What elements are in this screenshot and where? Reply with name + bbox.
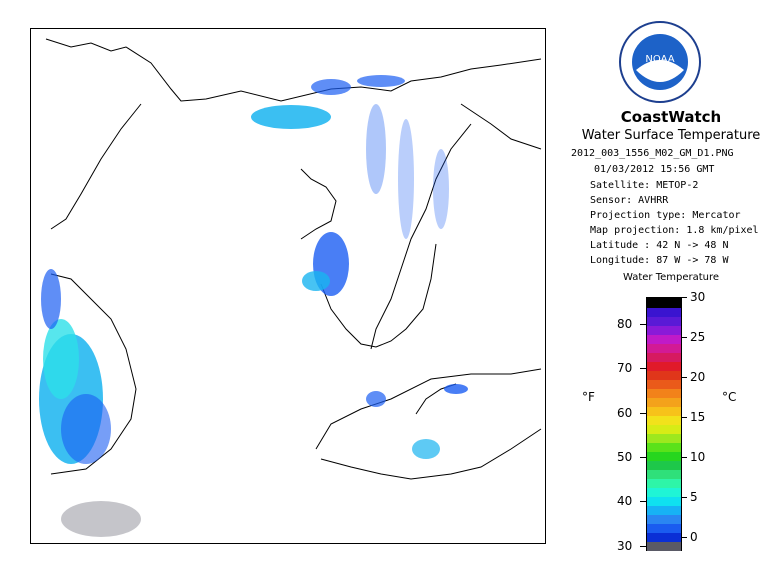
celsius-unit-label: °C: [722, 390, 737, 404]
color-scale-segment: [647, 406, 681, 416]
projection-type-text: Projection type: Mercator: [590, 210, 741, 221]
celsius-tick-label: 10: [690, 450, 706, 464]
color-scale-segment: [647, 541, 681, 551]
color-scale-segment: [647, 352, 681, 362]
color-scale-segment: [647, 343, 681, 353]
datetime-text: 01/03/2012 15:56 GMT: [594, 164, 715, 175]
fahrenheit-tick: [640, 501, 646, 503]
celsius-tick: [681, 337, 687, 338]
noaa-logo: NOAA: [619, 21, 701, 103]
brand-title: CoastWatch: [620, 108, 722, 126]
color-scale-segment: [647, 388, 681, 398]
fahrenheit-tick-label: 50: [617, 450, 633, 464]
erie-shore-coast: [315, 368, 542, 450]
color-scale-bar: [646, 297, 682, 551]
color-scale-segment: [647, 433, 681, 443]
svg-text:NOAA: NOAA: [645, 54, 674, 65]
fahrenheit-tick: [640, 368, 646, 370]
fahrenheit-unit-label: °F: [582, 390, 595, 404]
fahrenheit-tick: [640, 545, 646, 547]
fahrenheit-tick-label: 80: [617, 316, 633, 331]
color-scale-segment: [647, 415, 681, 425]
celsius-tick-label: 30: [690, 290, 706, 304]
huron-east-coast: [320, 243, 437, 348]
color-scale-segment: [647, 469, 681, 479]
celsius-tick-label: 15: [690, 410, 706, 424]
color-scale-segment: [647, 460, 681, 470]
map-canvas: [39, 38, 542, 537]
fahrenheit-tick: [640, 323, 646, 325]
color-scale-segment: [647, 523, 681, 533]
celsius-tick-label: 20: [690, 370, 706, 384]
longitude-text: Longitude: 87 W -> 78 W: [590, 255, 729, 266]
color-scale-segment: [647, 397, 681, 407]
georgian-bay-east-coast: [370, 123, 472, 350]
color-scale-segment: [647, 298, 681, 308]
color-scale-segment: [647, 325, 681, 335]
lake-erie-south-coast: [320, 428, 542, 480]
michigan-west-coast: [50, 103, 142, 230]
saginaw-thumb-coast: [300, 168, 337, 240]
latitude-text: Latitude : 42 N -> 48 N: [590, 240, 729, 251]
color-scale-segment: [647, 370, 681, 380]
color-scale-segment: [647, 532, 681, 542]
celsius-tick-label: 25: [690, 330, 706, 344]
fahrenheit-tick: [640, 457, 646, 458]
sensor-text: Sensor: AVHRR: [590, 195, 669, 206]
map-panel: [30, 28, 546, 544]
color-scale-segment: [647, 496, 681, 506]
color-scale-segment: [647, 505, 681, 515]
water-temperature-patches: [39, 75, 468, 537]
color-scale-segment: [647, 451, 681, 461]
color-scale-segment: [647, 514, 681, 524]
fahrenheit-tick-label: 30: [617, 538, 633, 553]
color-scale-segment: [647, 478, 681, 488]
north-shore-coastline: [45, 38, 542, 102]
color-scale-segment: [647, 442, 681, 452]
celsius-tick: [681, 417, 687, 418]
celsius-tick: [681, 377, 687, 378]
color-scale-segment: [647, 334, 681, 344]
map-projection-text: Map projection: 1.8 km/pixel: [590, 225, 759, 236]
color-scale-segment: [647, 379, 681, 389]
celsius-tick: [681, 537, 687, 538]
fahrenheit-tick-label: 70: [617, 361, 633, 376]
fahrenheit-tick: [640, 412, 646, 414]
product-title: Water Surface Temperature: [581, 128, 761, 143]
color-scale-segment: [647, 316, 681, 326]
celsius-tick: [681, 297, 687, 298]
color-scale-segment: [647, 424, 681, 434]
fahrenheit-tick-label: 60: [617, 405, 633, 420]
color-scale-segment: [647, 487, 681, 497]
color-scale-segment: [647, 307, 681, 317]
celsius-tick-label: 0: [690, 530, 698, 544]
celsius-tick-label: 5: [690, 490, 698, 504]
satellite-text: Satellite: METOP-2: [590, 180, 699, 191]
filename-text: 2012_003_1556_M02_GM_D1.PNG: [571, 148, 734, 159]
celsius-tick: [681, 497, 687, 498]
legend-title: Water Temperature: [622, 272, 720, 283]
fahrenheit-tick-label: 40: [617, 494, 633, 509]
bruce-peninsula-coast: [460, 103, 542, 150]
celsius-tick: [681, 457, 687, 458]
color-scale-segment: [647, 361, 681, 371]
